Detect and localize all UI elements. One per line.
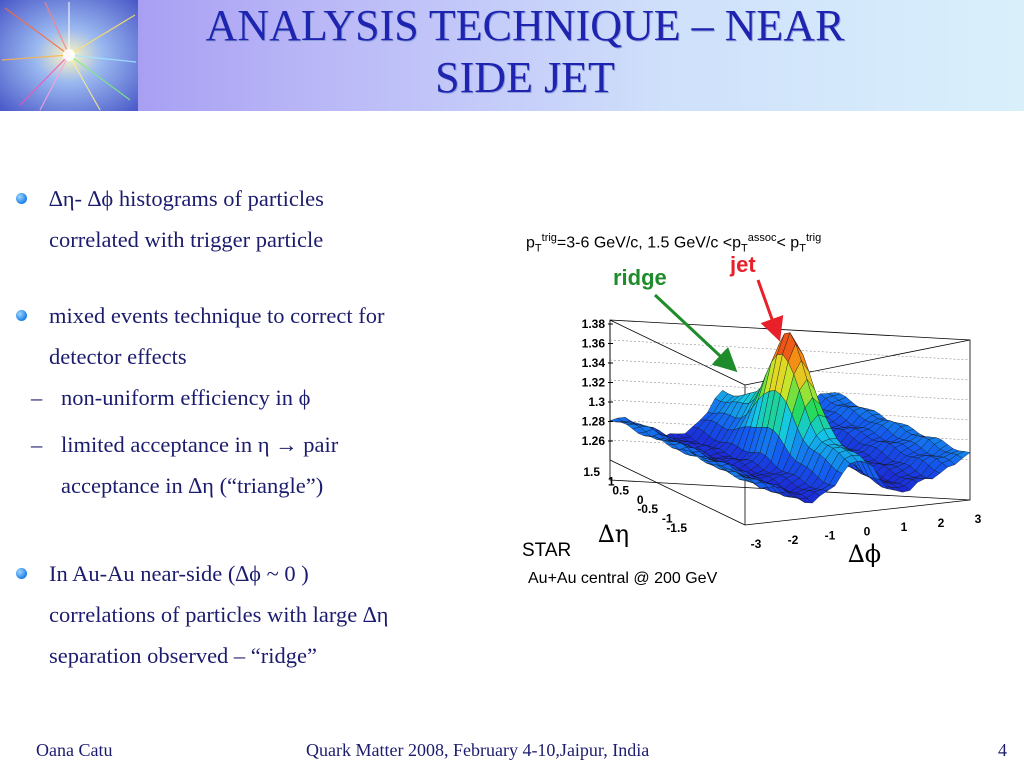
slide-title: ANALYSIS TECHNIQUE – NEAR SIDE JET: [140, 0, 910, 104]
title-line-2: SIDE JET: [435, 53, 615, 102]
logo-image: [0, 0, 138, 111]
jet-label: jet: [730, 252, 756, 277]
phi-axis-label: ∆ϕ: [848, 540, 882, 568]
bullet-list: ∆η- ∆ϕ histograms of particles correlate…: [16, 178, 506, 676]
experiment-label: STAR: [522, 540, 572, 561]
phi-tick-label: -2: [788, 533, 799, 547]
bullet-line: separation observed – “ridge”: [49, 643, 318, 668]
sub-bullet-item: – non-uniform efficiency in ϕ: [0, 377, 506, 418]
sub-bullet-line: non-uniform efficiency in ϕ: [61, 385, 311, 410]
z-tick-label: 1.34: [582, 356, 606, 370]
header-band: [0, 0, 1024, 111]
phi-tick-label: 2: [938, 516, 945, 530]
z-tick-label: 1.26: [582, 434, 606, 448]
bullet-line: detector effects: [49, 344, 187, 369]
bullet-item: mixed events technique to correct for de…: [16, 295, 506, 377]
phi-tick-label: 0: [864, 524, 871, 538]
bullet-item: In Au-Au near-side (∆ϕ ~ 0 ) correlation…: [16, 553, 506, 676]
eta-tick-label: -0.5: [637, 502, 658, 516]
figure-subtitle: pTtrig=3-6 GeV/c, 1.5 GeV/c <pTassoc< pT…: [526, 232, 822, 255]
z-tick-label: 1.36: [582, 337, 606, 351]
eta-tick-label: -1: [662, 512, 673, 526]
surface-mesh: [609, 332, 971, 504]
eta-tick-label: -1.5: [666, 521, 687, 535]
system-label: Au+Au central @ 200 GeV: [528, 570, 718, 587]
bullet-line: ∆η- ∆ϕ histograms of particles: [49, 186, 324, 211]
dash-icon: –: [31, 432, 43, 457]
bullet-dot-icon: [16, 310, 27, 321]
surface-cell: [739, 479, 753, 483]
z-tick-label: 1.28: [582, 415, 606, 429]
eta-axis-label: ∆η: [598, 520, 630, 548]
footer-page-number: 4: [998, 740, 1007, 760]
bullet-line: In Au-Au near-side (∆ϕ ~ 0 ): [49, 561, 309, 586]
ridge-arrow: [653, 293, 738, 373]
footer-conference: Quark Matter 2008, February 4-10,Jaipur,…: [306, 740, 650, 760]
phi-tick-label: 3: [975, 512, 982, 526]
z-tick-label: 1.32: [582, 376, 606, 390]
phi-tick-label: -1: [825, 529, 836, 543]
sub-bullet-item: – limited acceptance in η → pair accepta…: [0, 424, 506, 506]
footer-author: Oana Catu: [36, 740, 113, 760]
title-line-1: ANALYSIS TECHNIQUE – NEAR: [205, 1, 845, 50]
sub-bullet-line: limited acceptance in η → pair: [61, 432, 339, 457]
z-tick-label: 1.3: [588, 395, 605, 409]
eta-tick-label: 0: [637, 493, 644, 507]
bullet-dot-icon: [16, 193, 27, 204]
bullet-line: mixed events technique to correct for: [49, 303, 385, 328]
bullet-dot-icon: [16, 568, 27, 579]
bullet-line: correlated with trigger particle: [49, 227, 324, 252]
ridge-label: ridge: [613, 265, 667, 290]
dash-icon: –: [31, 385, 43, 410]
eta-tick-label: 1: [608, 474, 615, 488]
z-tick-label: 1.38: [582, 317, 606, 331]
bullet-item: ∆η- ∆ϕ histograms of particles correlate…: [16, 178, 506, 260]
bullet-line: correlations of particles with large ∆η: [49, 602, 389, 627]
correlation-surface-plot: 1.381.361.341.321.31.281.26 1.510.50-0.5…: [582, 279, 982, 551]
jet-arrow: [756, 279, 784, 342]
phi-tick-label: -3: [751, 537, 762, 551]
eta-tick-label: 1.5: [583, 465, 600, 479]
eta-tick-label: 0.5: [612, 484, 629, 498]
phi-tick-label: 1: [901, 520, 908, 534]
sub-bullet-line: acceptance in ∆η (“triangle”): [61, 473, 324, 498]
